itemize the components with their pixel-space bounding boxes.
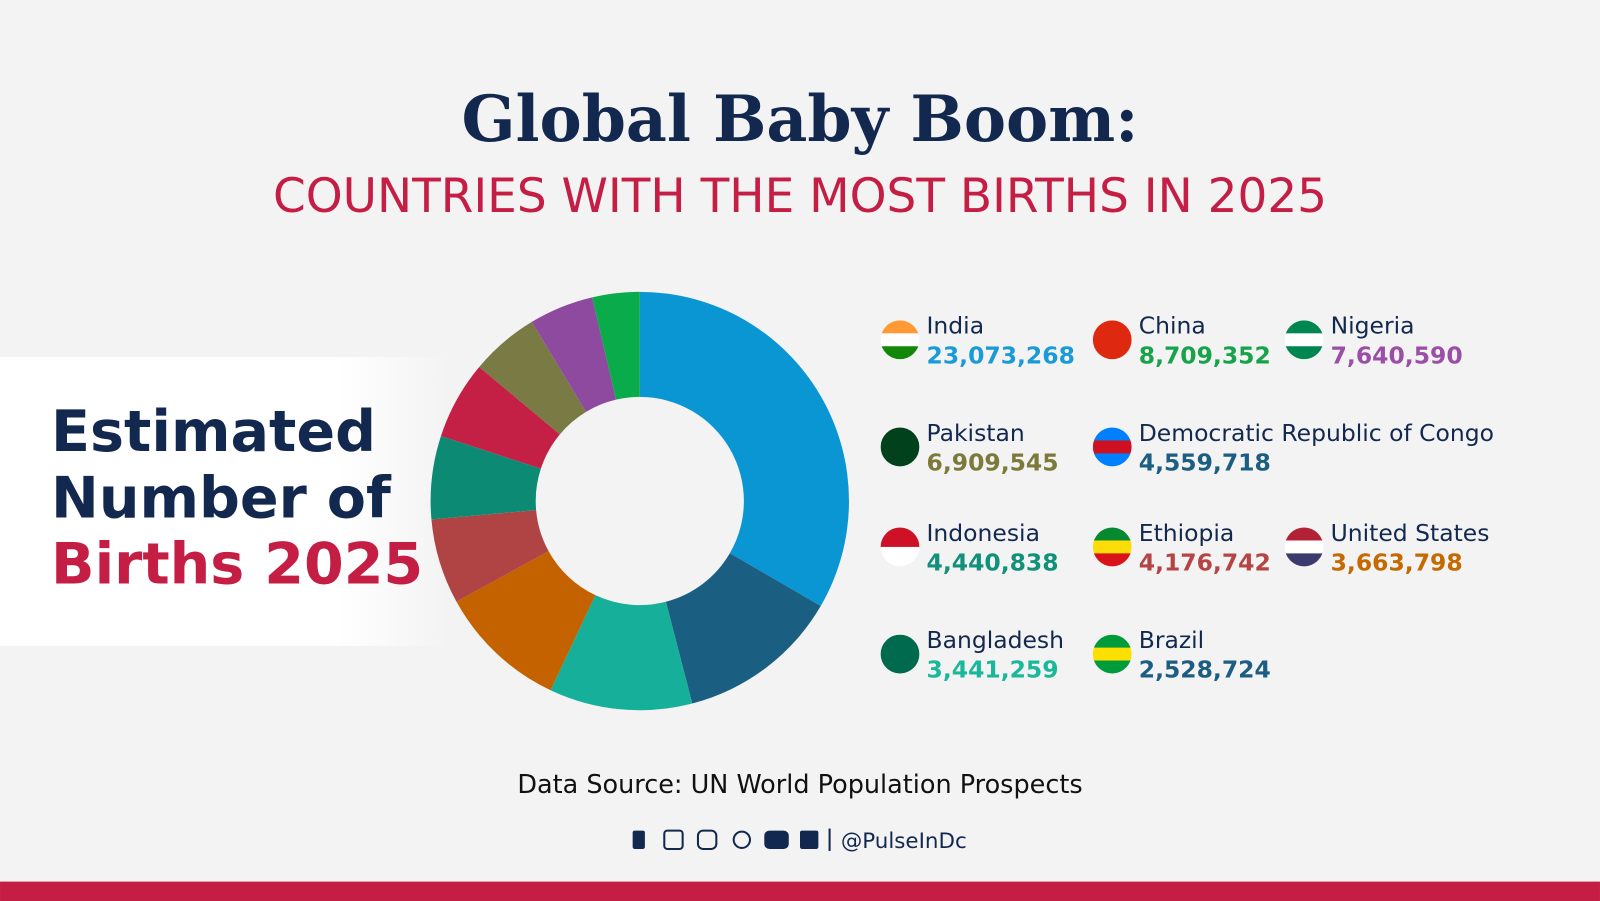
flag-stripe [1284, 540, 1324, 554]
flag [1092, 634, 1132, 674]
legend-name: India [927, 312, 985, 340]
source: Data Source: UN World Population Prospec… [517, 770, 1082, 800]
flag-stripe [1092, 320, 1132, 360]
legend-name: Democratic Republic of Congo [1139, 419, 1494, 447]
flag [1092, 527, 1132, 567]
legend-name: Ethiopia [1139, 519, 1235, 547]
flag [1284, 527, 1324, 567]
legend-value: 2,528,724 [1139, 656, 1271, 684]
legend-value: 4,440,838 [927, 548, 1059, 576]
donut [430, 291, 849, 711]
flag [880, 634, 920, 674]
legend-name: Pakistan [927, 419, 1025, 447]
flag [1092, 320, 1132, 360]
legend-name: China [1139, 312, 1206, 340]
legend-value: 4,559,718 [1139, 448, 1271, 476]
donut-slice [550, 595, 693, 711]
donut-slice [479, 321, 587, 435]
flag-stripe [1284, 320, 1324, 334]
flag-stripe [1092, 634, 1132, 649]
flag-stripe [1284, 553, 1324, 567]
donut-slice [431, 510, 549, 602]
flag [1092, 427, 1132, 467]
side-label-line: Estimated [51, 399, 376, 465]
flag-stripe [1092, 427, 1132, 441]
social-icons [632, 828, 831, 852]
handle: @PulseInDc [841, 829, 967, 854]
flag-stripe [880, 333, 920, 347]
legend-value: 23,073,268 [927, 341, 1075, 369]
chart-subtitle: COUNTRIES WITH THE MOST BIRTHS IN 2025 [273, 169, 1327, 224]
flag-stripe [1092, 440, 1132, 454]
legend-value: 6,909,545 [927, 448, 1059, 476]
chart-title: Global Baby Boom: [461, 82, 1138, 156]
legend-name: United States [1331, 519, 1490, 547]
icon [632, 830, 645, 849]
icon [663, 829, 684, 850]
donut-slice [440, 366, 560, 469]
icon [696, 829, 718, 850]
flag-stripe [1092, 553, 1132, 567]
side-label-line: Number of [51, 465, 392, 531]
donut-slice [665, 553, 821, 704]
legend-value: 7,640,590 [1331, 341, 1463, 369]
flag-stripe [1092, 527, 1132, 541]
legend-value: 3,441,259 [927, 656, 1059, 684]
side-label: Estimated Number of Births 2025 [51, 399, 423, 598]
legend-name: Indonesia [927, 519, 1040, 547]
legend-value: 4,176,742 [1139, 548, 1271, 576]
flag-stripe [880, 320, 920, 334]
flag-stripe [1092, 453, 1132, 467]
bottom-bar [0, 881, 1600, 901]
flag-stripe [1092, 540, 1132, 554]
side-label-line: Births 2025 [51, 532, 423, 598]
legend-value: 8,709,352 [1139, 341, 1271, 369]
donut-slice [430, 436, 541, 520]
donut-slice [639, 291, 849, 607]
flag [880, 320, 920, 360]
flag-stripe [880, 427, 920, 467]
flag-stripe [1092, 647, 1132, 662]
flag-stripe [1284, 527, 1324, 541]
legend-name: Bangladesh [927, 626, 1065, 654]
donut-slice [592, 291, 640, 400]
icon [732, 830, 752, 849]
donut-slice [456, 551, 596, 691]
flag-stripe [1284, 346, 1324, 360]
icon [764, 830, 789, 849]
flag [880, 427, 920, 467]
donut-slice [531, 297, 617, 412]
flag-stripe [880, 546, 920, 567]
side-panel [0, 357, 449, 646]
flag [880, 527, 920, 567]
flag-stripe [880, 527, 920, 548]
flag-stripe [1092, 660, 1132, 674]
flag-stripe [1284, 333, 1324, 347]
icon [800, 830, 819, 849]
flag-stripe [880, 634, 920, 674]
flag [1284, 320, 1324, 360]
legend-name: Nigeria [1331, 312, 1415, 340]
legend-value: 3,663,798 [1331, 548, 1463, 576]
legend-name: Brazil [1139, 626, 1204, 654]
flag-stripe [880, 346, 920, 360]
